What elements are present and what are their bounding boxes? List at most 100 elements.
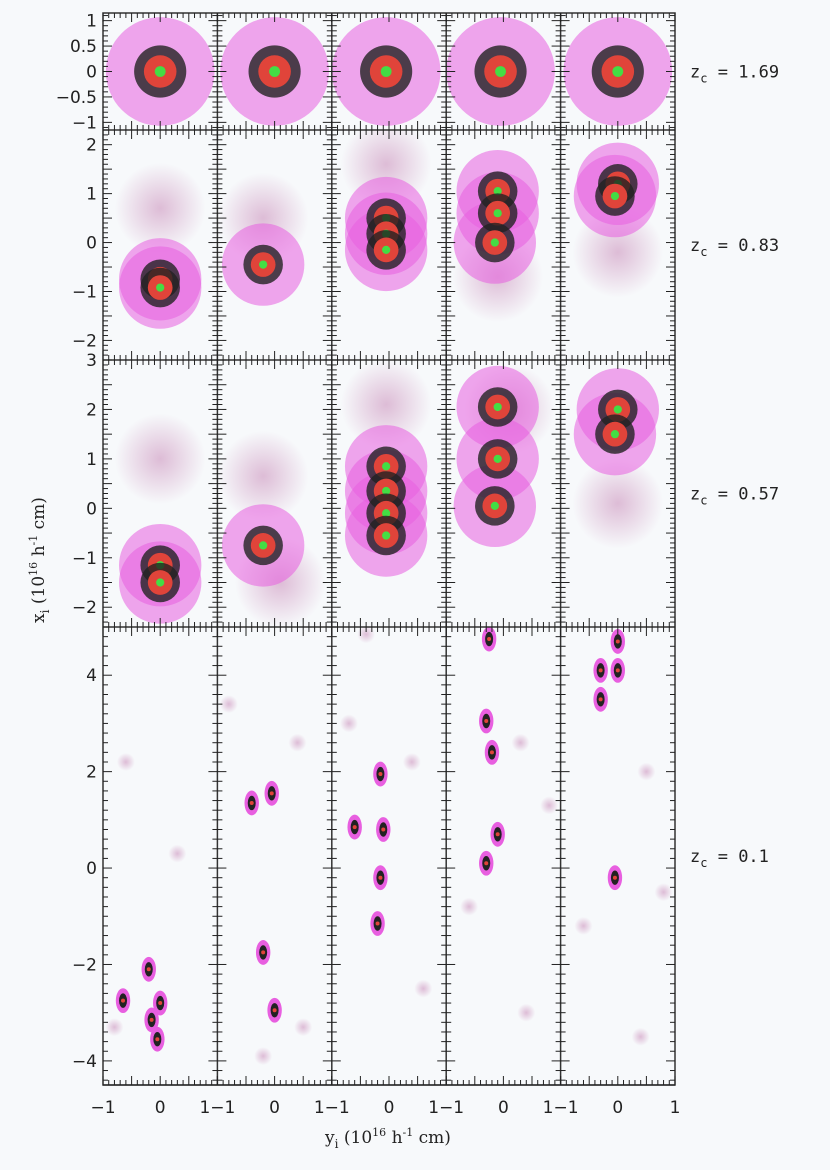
panel <box>563 17 673 126</box>
row-label: zc = 0.57 <box>690 485 779 508</box>
y-tick-label: 2 <box>86 136 97 156</box>
panel <box>217 172 309 306</box>
image-center <box>352 825 357 830</box>
faint-image <box>294 1018 313 1037</box>
image-center <box>495 832 500 837</box>
image-center <box>381 827 386 832</box>
y-tick-label: 0 <box>86 234 97 254</box>
y-tick-label: 0 <box>86 499 97 519</box>
panel <box>452 149 543 323</box>
image-center <box>612 875 617 880</box>
faint-image <box>105 1018 124 1037</box>
panel <box>105 752 187 1052</box>
faint-image <box>402 752 421 771</box>
y-tick-label: 4 <box>86 666 97 686</box>
panel <box>572 142 664 298</box>
image-center <box>610 430 620 439</box>
faint-image <box>460 897 479 916</box>
faint-image <box>114 413 206 505</box>
image-center <box>484 719 489 724</box>
image-center <box>155 1037 160 1042</box>
image-center <box>490 238 499 247</box>
y-tick-label: −1 <box>72 113 97 133</box>
image-center <box>269 66 281 77</box>
image-center <box>612 66 624 77</box>
faint-image <box>654 883 673 902</box>
faint-image <box>168 844 187 863</box>
panel <box>217 430 326 627</box>
row-label: zc = 0.1 <box>690 847 769 870</box>
faint-image <box>357 627 376 644</box>
panel <box>453 364 555 548</box>
panel <box>460 627 559 1022</box>
image-center <box>493 454 502 464</box>
y-tick-label: 2 <box>86 400 97 420</box>
image-center <box>493 402 502 412</box>
faint-image <box>631 1027 650 1046</box>
image-center <box>382 245 391 255</box>
image-center <box>382 486 391 496</box>
x-tick-label: 1 <box>670 1098 681 1118</box>
image-center <box>610 191 620 201</box>
panel <box>331 17 441 126</box>
panel <box>340 130 432 292</box>
x-tick-label: 1−1 <box>314 1098 350 1118</box>
y-tick-label: −0.5 <box>56 88 97 108</box>
image-center <box>615 639 620 644</box>
panel <box>219 695 313 1066</box>
row-label: zc = 0.83 <box>690 236 779 259</box>
x-tick-label: 0 <box>269 1098 280 1118</box>
image-center <box>156 283 165 292</box>
y-tick-label: 3 <box>86 351 97 371</box>
axis-labels: 1 0.5 0 −0.5 −1 zc = 1.69 2 1 0 −1 −2 zc = 0.83 3 2 1 0… <box>56 12 779 1118</box>
panel <box>105 17 215 126</box>
image-center <box>149 1017 154 1022</box>
faint-image <box>254 1047 273 1066</box>
image-center <box>259 541 268 550</box>
image-center <box>382 509 391 518</box>
panel <box>446 17 555 126</box>
x-axis-title: yi (1016 h-1 cm) <box>324 1126 451 1151</box>
image-center <box>487 637 492 642</box>
y-tick-label: −2 <box>72 955 97 975</box>
y-tick-label: 1 <box>86 185 97 205</box>
y-tick-label: −1 <box>72 549 97 569</box>
image-center <box>490 501 499 510</box>
faint-image <box>637 762 656 781</box>
image-center <box>269 791 274 796</box>
faint-image <box>217 430 309 522</box>
y-tick-label: 0 <box>86 859 97 879</box>
panel-grid <box>105 17 673 1066</box>
panel <box>220 17 329 126</box>
y-tick-label: −2 <box>72 598 97 618</box>
faint-image <box>116 752 135 771</box>
image-center <box>489 750 494 755</box>
image-center <box>249 800 254 805</box>
x-tick-label: 1−1 <box>428 1098 464 1118</box>
x-tick-label: 0 <box>155 1098 166 1118</box>
panel <box>340 360 432 577</box>
panel <box>572 368 664 549</box>
y-tick-label: 0.5 <box>70 37 97 57</box>
panel <box>114 413 206 624</box>
faint-image <box>511 733 530 752</box>
y-tick-label: 1 <box>86 12 97 32</box>
image-center <box>484 861 489 866</box>
image-center <box>156 578 165 587</box>
image-center <box>493 209 502 218</box>
image-center <box>259 260 268 269</box>
y-axis-title: xi (1016 h-1 cm) <box>27 497 52 623</box>
image-center <box>598 697 603 702</box>
image-center <box>615 668 620 673</box>
image-center <box>382 462 391 471</box>
faint-image <box>288 733 307 752</box>
image-center <box>261 950 266 955</box>
y-tick-label: −4 <box>72 1052 97 1072</box>
x-tick-label: 0 <box>612 1098 623 1118</box>
image-center <box>146 967 151 972</box>
faint-image <box>540 796 559 815</box>
x-tick-label: 1−1 <box>199 1098 235 1118</box>
x-tick-label: 0 <box>498 1098 509 1118</box>
faint-image <box>219 695 238 714</box>
